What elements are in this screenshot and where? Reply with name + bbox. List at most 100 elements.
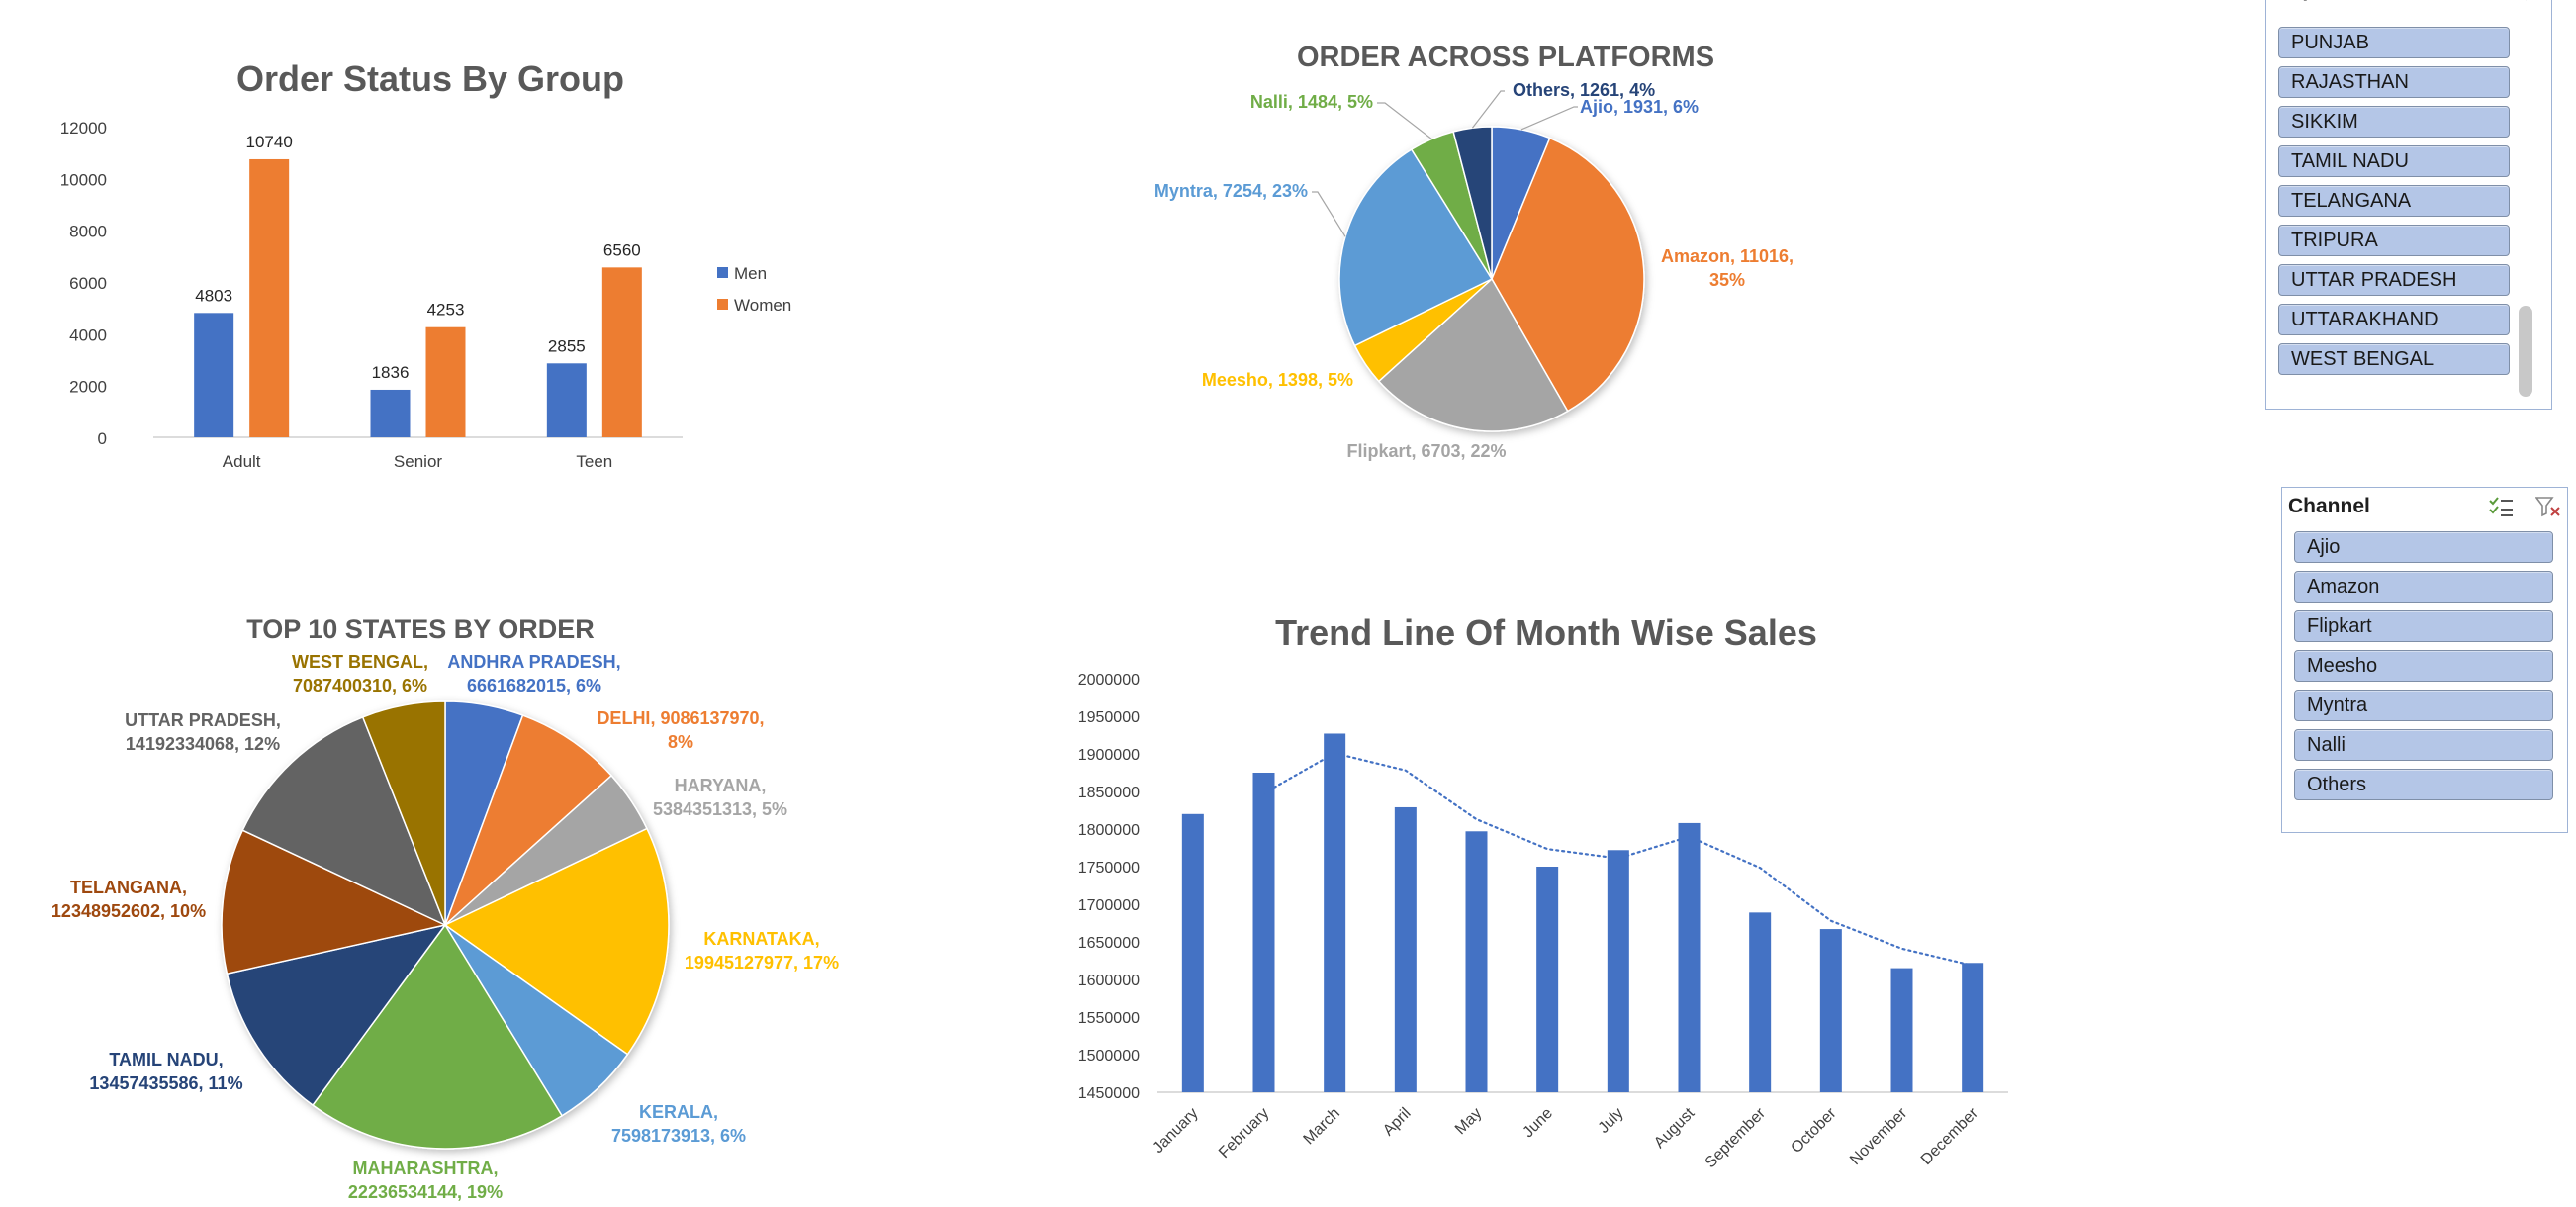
pie-slice-flipkart xyxy=(1377,277,1569,432)
slice-label: HARYANA, xyxy=(675,776,767,795)
x-tick-label: April xyxy=(1380,1105,1415,1140)
chart-title: Order Status By Group xyxy=(236,58,624,99)
multi-select-icon[interactable] xyxy=(2472,0,2498,1)
channel-item[interactable]: Ajio xyxy=(2294,531,2553,563)
y-tick-label: 1950000 xyxy=(1078,709,1140,726)
slice-label: 7087400310, 6% xyxy=(293,676,427,696)
y-tick-label: 4000 xyxy=(69,325,107,344)
ship-state-item[interactable]: UTTAR PRADESH xyxy=(2278,264,2510,296)
slice-label: Amazon, 11016, xyxy=(1661,246,1794,266)
ship-state-item[interactable]: SIKKIM xyxy=(2278,106,2510,138)
y-tick-label: 1800000 xyxy=(1078,822,1140,839)
channel-item[interactable]: Nalli xyxy=(2294,729,2553,761)
data-label: 2855 xyxy=(548,336,586,355)
chart-title: Trend Line Of Month Wise Sales xyxy=(1275,612,1817,653)
order-status-chart: Order Status By Group 0 2000 4000 6000 8000 10… xyxy=(60,58,792,471)
channel-slicer-header: Channel xyxy=(2288,490,2561,523)
leader-line xyxy=(1312,191,1346,237)
slice-label: MAHARASHTRA, xyxy=(353,1159,499,1178)
bar-women xyxy=(425,326,466,437)
pie-slices xyxy=(1338,126,1645,432)
ship-state-item[interactable]: PUNJAB xyxy=(2278,27,2510,58)
pie-slices xyxy=(221,700,670,1150)
y-tick-label: 1500000 xyxy=(1078,1048,1140,1065)
ship-state-item[interactable]: TELANGANA xyxy=(2278,185,2510,217)
slice-label: Others, 1261, 4% xyxy=(1513,80,1655,100)
bar-february xyxy=(1252,773,1275,1092)
channel-item[interactable]: Flipkart xyxy=(2294,610,2553,642)
channel-item[interactable]: Meesho xyxy=(2294,650,2553,682)
ship-state-slicer-header: ship-state xyxy=(2272,0,2545,7)
slice-label: KERALA, xyxy=(639,1102,718,1122)
bar-august xyxy=(1678,822,1701,1092)
slice-label: KARNATAKA, xyxy=(703,929,819,949)
x-tick-label: Senior xyxy=(394,452,442,471)
channel-item[interactable]: Others xyxy=(2294,769,2553,800)
x-tick-label: November xyxy=(1847,1104,1911,1168)
pie-slice-others xyxy=(1452,126,1493,280)
x-tick-label: May xyxy=(1452,1105,1485,1138)
x-tick-label: October xyxy=(1788,1104,1840,1157)
bar-men xyxy=(370,389,411,437)
clear-filter-icon[interactable] xyxy=(2534,496,2561,517)
bar-men xyxy=(546,363,587,437)
y-tick-label: 1650000 xyxy=(1078,935,1140,952)
legend-swatch xyxy=(717,267,728,278)
bar-may xyxy=(1465,831,1488,1092)
y-tick-label: 2000000 xyxy=(1078,672,1140,689)
slice-label: 19945127977, 17% xyxy=(685,953,839,973)
trend-line xyxy=(1262,752,1975,968)
y-tick-label: 12000 xyxy=(60,119,107,138)
data-label: 10740 xyxy=(246,133,293,151)
y-tick-label: 6000 xyxy=(69,274,107,293)
multi-select-icon[interactable] xyxy=(2488,496,2514,517)
x-tick-label: Adult xyxy=(223,452,261,471)
slice-label: Ajio, 1931, 6% xyxy=(1580,97,1699,117)
y-tick-label: 1900000 xyxy=(1078,747,1140,764)
ship-state-item[interactable]: RAJASTHAN xyxy=(2278,66,2510,98)
slice-label: 12348952602, 10% xyxy=(51,901,206,921)
y-tick-label: 2000 xyxy=(69,378,107,397)
legend-swatch xyxy=(717,299,728,310)
legend-label: Women xyxy=(734,296,791,315)
slice-label: ANDHRA PRADESH, xyxy=(447,652,620,672)
x-tick-label: August xyxy=(1651,1104,1699,1152)
ship-state-slicer-title: ship-state xyxy=(2272,0,2472,2)
bar-men xyxy=(194,313,234,437)
leader-line xyxy=(1471,90,1505,129)
channel-item[interactable]: Amazon xyxy=(2294,571,2553,603)
x-tick-label: June xyxy=(1519,1105,1556,1142)
y-tick-label: 10000 xyxy=(60,170,107,189)
pie-slice-maharashtra xyxy=(312,923,564,1150)
leader-line xyxy=(1520,106,1578,131)
ship-state-item[interactable]: TRIPURA xyxy=(2278,225,2510,256)
x-tick-label: December xyxy=(1918,1104,1982,1168)
pie-slice-delhi xyxy=(444,714,613,926)
ship-state-item[interactable]: TAMIL NADU xyxy=(2278,145,2510,177)
slice-label: 6661682015, 6% xyxy=(467,676,601,696)
slice-label: Flipkart, 6703, 22% xyxy=(1346,441,1506,461)
slice-label: 7598173913, 6% xyxy=(611,1126,746,1146)
bar-april xyxy=(1394,806,1417,1092)
bar-women xyxy=(249,158,290,437)
ship-state-slicer[interactable]: ship-state PUNJAB RAJASTHAN SIKKIM TAMIL NA… xyxy=(2265,0,2552,410)
legend-label: Men xyxy=(734,264,767,283)
y-tick-label: 0 xyxy=(98,429,107,448)
ship-state-scrollbar[interactable] xyxy=(2519,306,2532,397)
data-label: 6560 xyxy=(603,240,641,259)
bar-june xyxy=(1536,867,1559,1092)
ship-state-item[interactable]: WEST BENGAL xyxy=(2278,343,2510,375)
channel-slicer[interactable]: Channel Ajio Amazon Flipkart Meesho Myntra Na… xyxy=(2281,487,2568,833)
x-tick-label: July xyxy=(1596,1105,1627,1137)
x-tick-label: Teen xyxy=(576,452,612,471)
bar-september xyxy=(1749,912,1772,1092)
channel-item[interactable]: Myntra xyxy=(2294,690,2553,721)
x-tick-label: February xyxy=(1216,1105,1272,1161)
clear-filter-icon[interactable] xyxy=(2520,0,2545,1)
slice-label: 13457435586, 11% xyxy=(89,1073,242,1093)
pie-slice-amazon xyxy=(1491,137,1645,413)
platforms-pie-chart: ORDER ACROSS PLATFORMS Ajio, 1931, 6% Amaz… xyxy=(1154,42,1794,461)
slice-label: 5384351313, 5% xyxy=(653,799,787,819)
ship-state-item[interactable]: UTTARAKHAND xyxy=(2278,304,2510,335)
